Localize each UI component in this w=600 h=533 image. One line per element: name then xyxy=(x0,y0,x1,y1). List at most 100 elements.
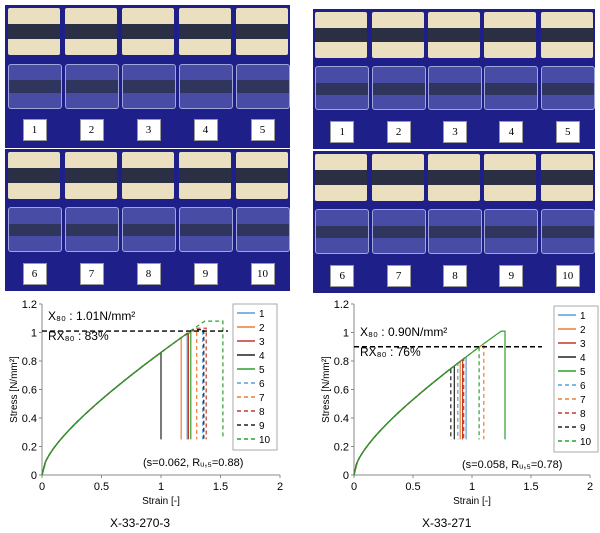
legend-box xyxy=(553,305,599,453)
y-tick-label: 1 xyxy=(31,328,37,340)
glass-specimen xyxy=(178,207,233,252)
stress-strain-chart-left: 0 0.2 0.4 0.6 0.8 1 1.2 0 0.5 1 1.5 2 Strain [-] Stre… xyxy=(9,299,283,507)
glass-specimen xyxy=(64,207,119,252)
specimen-photo-left-bottom: 6 7 8 9 10 xyxy=(5,149,290,291)
legend-box xyxy=(232,303,278,451)
specimen-label: 8 xyxy=(136,262,161,285)
wood-specimen xyxy=(371,12,424,59)
y-tick-label: 0.2 xyxy=(334,442,349,454)
x80-annotation: X₈₀ : 0.90N/mm² xyxy=(360,325,447,339)
legend-label-2: 2 xyxy=(580,325,586,336)
specimen-label: 9 xyxy=(193,262,218,285)
series-line-3 xyxy=(41,333,189,476)
series-line-10 xyxy=(353,346,480,476)
wood-specimen xyxy=(178,152,231,199)
specimen-label: 10 xyxy=(555,264,580,287)
specimen-label: 1 xyxy=(330,121,355,143)
legend-label-7: 7 xyxy=(259,393,265,404)
specimen-label: 3 xyxy=(443,121,467,143)
glass-specimen xyxy=(235,63,290,109)
wood-specimen xyxy=(64,8,117,56)
specimen-label: 6 xyxy=(22,262,47,285)
series-line-7 xyxy=(353,342,485,476)
stats-annotation: (s=0.062, Rᵤ,₅=0.88) xyxy=(143,457,243,469)
wood-specimen xyxy=(121,8,174,56)
specimen-label: 5 xyxy=(555,121,580,143)
legend-label-4: 4 xyxy=(259,351,265,362)
rx80-annotation: RX₈₀ : 76% xyxy=(360,345,421,359)
chart-caption-left: X-33-270-3 xyxy=(110,516,171,530)
x-axis-label: Strain [-] xyxy=(142,496,180,507)
series-line-3 xyxy=(353,358,464,476)
specimen-label: 4 xyxy=(499,121,524,143)
y-tick-label: 0 xyxy=(31,470,37,482)
specimen-label: 8 xyxy=(443,264,467,287)
wood-specimen xyxy=(484,154,537,201)
specimen-photo-right-top: 1 2 3 4 5 xyxy=(313,9,595,149)
glass-specimen xyxy=(235,207,290,252)
legend-label-5: 5 xyxy=(580,367,586,378)
wood-specimen xyxy=(64,152,117,199)
x-axis-label: Strain [-] xyxy=(453,496,491,507)
specimen-label: 7 xyxy=(386,264,411,287)
series-line-4 xyxy=(353,364,455,476)
specimen-label: 10 xyxy=(250,262,275,285)
series-line-8 xyxy=(353,357,465,476)
wood-specimen xyxy=(235,152,288,199)
x80-annotation: X₈₀ : 1.01N/mm² xyxy=(48,309,135,323)
y-tick-label: 0.8 xyxy=(22,356,37,368)
wood-specimen xyxy=(540,154,593,201)
legend-label-10: 10 xyxy=(580,437,592,448)
y-axis-label: Stress [N/mm²] xyxy=(9,356,20,423)
glass-specimen xyxy=(121,63,176,109)
x-tick-label: 1 xyxy=(469,481,475,493)
specimen-label: 5 xyxy=(250,119,275,142)
specimen-label: 4 xyxy=(193,119,218,142)
legend-label-9: 9 xyxy=(259,421,265,432)
y-tick-label: 0.6 xyxy=(22,385,37,397)
y-tick-label: 0 xyxy=(343,470,349,482)
glass-specimen xyxy=(64,63,119,109)
legend-label-2: 2 xyxy=(259,323,265,334)
series-line-7 xyxy=(41,330,198,476)
glass-specimen xyxy=(428,66,482,111)
x-tick-label: 2 xyxy=(587,481,593,493)
wood-specimen xyxy=(315,12,368,59)
y-axis-label: Stress [N/mm²] xyxy=(321,356,332,423)
specimen-photo-left-top: 1 2 3 4 5 xyxy=(5,5,290,148)
glass-specimen xyxy=(484,66,539,111)
legend-label-1: 1 xyxy=(259,309,265,320)
glass-specimen xyxy=(7,207,62,252)
series-line-2 xyxy=(353,360,461,476)
legend-label-6: 6 xyxy=(259,379,265,390)
wood-specimen xyxy=(315,154,368,201)
x-tick-label: 0.5 xyxy=(94,481,109,493)
specimen-photo-right-bottom: 6 7 8 9 10 xyxy=(313,151,595,293)
y-tick-label: 0.8 xyxy=(334,356,349,368)
x-tick-label: 0.5 xyxy=(405,481,420,493)
series-line-6 xyxy=(353,361,459,476)
wood-specimen xyxy=(121,152,174,199)
legend-label-7: 7 xyxy=(580,395,586,406)
y-tick-label: 1 xyxy=(343,328,349,340)
glass-specimen xyxy=(178,63,233,109)
glass-specimen xyxy=(371,66,426,111)
wood-specimen xyxy=(540,12,593,59)
wood-specimen xyxy=(428,12,480,59)
series-line-9 xyxy=(353,367,452,476)
specimen-label: 7 xyxy=(79,262,104,285)
series-line-10 xyxy=(41,320,224,476)
y-tick-label: 1.2 xyxy=(334,299,349,311)
glass-specimen xyxy=(428,209,482,254)
specimen-label: 2 xyxy=(386,121,411,143)
series-line-1 xyxy=(41,332,188,476)
glass-specimen xyxy=(371,209,426,254)
glass-specimen xyxy=(540,66,595,111)
specimen-label: 1 xyxy=(22,119,47,142)
x-tick-label: 1.5 xyxy=(523,481,538,493)
wood-specimen xyxy=(178,8,231,56)
glass-specimen xyxy=(540,209,595,254)
stress-strain-chart-right: 0 0.2 0.4 0.6 0.8 1 1.2 0 0.5 1 1.5 2 Strain [-] Stre… xyxy=(321,299,599,507)
legend-label-4: 4 xyxy=(580,353,586,364)
y-tick-label: 0.4 xyxy=(22,413,37,425)
